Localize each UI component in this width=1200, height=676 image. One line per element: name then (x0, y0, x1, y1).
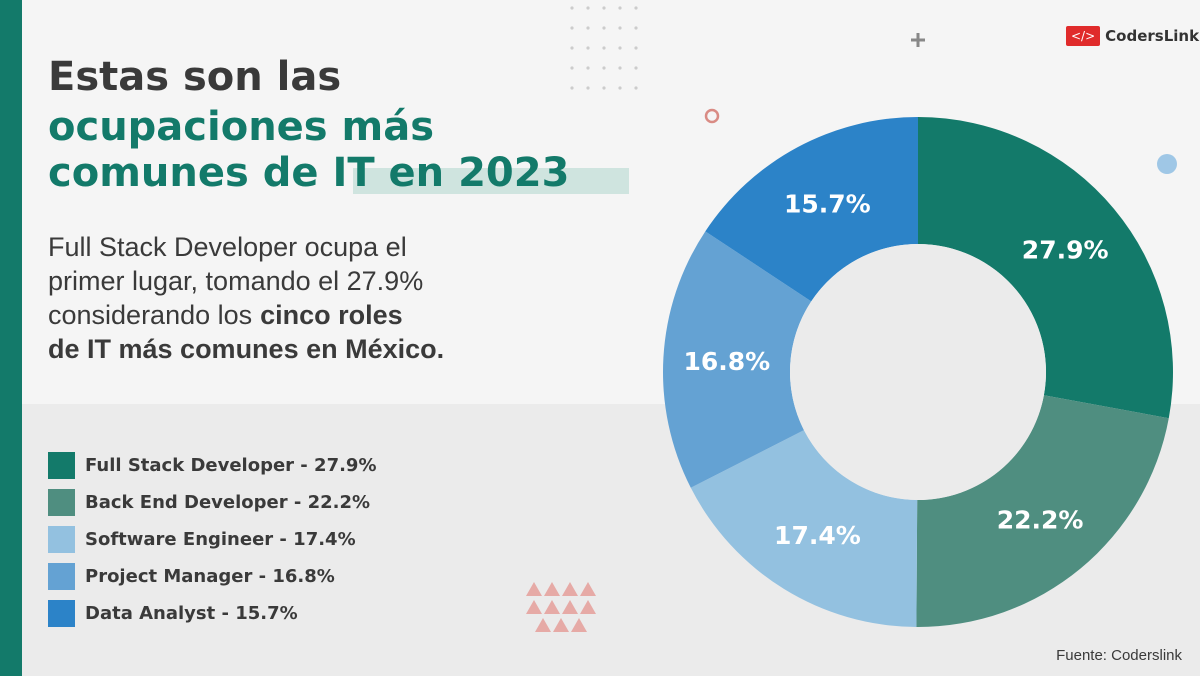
value-label: 27.9% (1022, 235, 1109, 264)
dot-grid (570, 6, 638, 90)
subtitle-line: Full Stack Developer ocupa el (48, 232, 407, 262)
donut-hole (790, 244, 1046, 500)
side-strip (0, 0, 22, 676)
legend-label: Full Stack Developer - 27.9% (85, 455, 377, 476)
title-line: comunes de IT en 2023 (48, 150, 569, 196)
legend-swatch (48, 563, 75, 590)
source: Fuente: Coderslink (1056, 647, 1182, 664)
subtitle-line: considerando los cinco roles (48, 300, 403, 331)
legend-label: Software Engineer - 17.4% (85, 529, 356, 550)
title-highlight (353, 168, 629, 194)
value-label: 22.2% (997, 506, 1084, 535)
subtitle-line: primer lugar, tomando el 27.9% (48, 266, 424, 296)
logo-text: CodersLink (1105, 27, 1200, 45)
subtitle-part: cinco roles (260, 300, 403, 330)
legend-item: Back End Developer - 22.2% (48, 489, 370, 516)
legend-item: Full Stack Developer - 27.9% (48, 452, 377, 479)
value-label: 15.7% (784, 189, 871, 218)
title-part: comunes de (48, 150, 319, 196)
subtitle-line: de IT más comunes en México. (48, 334, 445, 364)
title-line: ocupaciones más (48, 104, 435, 150)
legend-item: Data Analyst - 15.7% (48, 600, 298, 627)
donut-slice (916, 395, 1169, 627)
logo: </> CodersLink (1066, 26, 1199, 46)
donut-slice (918, 117, 1173, 419)
value-label: 16.8% (683, 347, 770, 376)
title-part: IT en 2023 (332, 150, 570, 196)
logo-icon: </> (1066, 26, 1101, 46)
donut-slice (705, 117, 918, 302)
legend-item: Software Engineer - 17.4% (48, 526, 356, 553)
legend-swatch (48, 526, 75, 553)
subtitle-part: considerando los (48, 300, 253, 330)
dot-deco (1157, 154, 1177, 174)
legend-label: Project Manager - 16.8% (85, 566, 335, 587)
legend-label: Back End Developer - 22.2% (85, 492, 371, 513)
donut-slice (690, 430, 918, 627)
legend-item: Project Manager - 16.8% (48, 563, 335, 590)
legend-swatch (48, 452, 75, 479)
ring-deco (704, 108, 720, 124)
legend-swatch (48, 600, 75, 627)
value-label: 17.4% (774, 521, 861, 550)
donut-slice (663, 231, 812, 488)
triangle-deco (526, 582, 596, 632)
plus-icon (911, 33, 925, 47)
legend-swatch (48, 489, 75, 516)
legend-label: Data Analyst - 15.7% (85, 603, 298, 624)
title-line: Estas son las (48, 54, 342, 100)
